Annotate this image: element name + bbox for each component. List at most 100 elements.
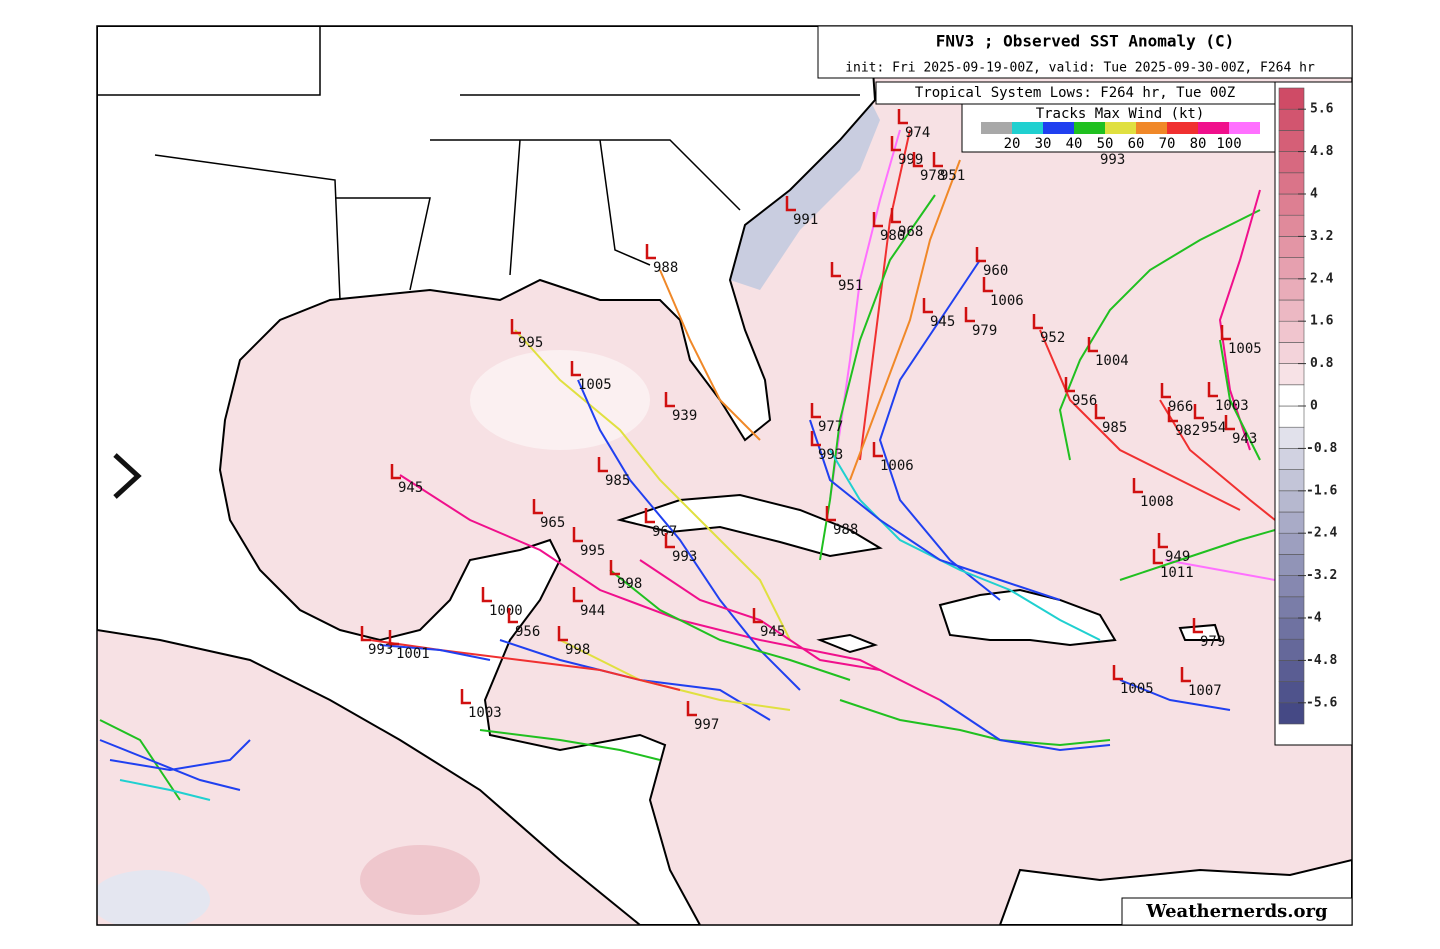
- pressure-label: 974: [905, 125, 930, 141]
- anomaly-patch: [97, 870, 210, 925]
- low-marker: [1112, 665, 1123, 681]
- track: [1218, 189, 1261, 451]
- pressure-label: 982: [1175, 423, 1200, 439]
- low-marker: [890, 136, 901, 152]
- track: [639, 559, 881, 671]
- pressure-label: 1003: [468, 705, 502, 721]
- low-marker: [810, 431, 821, 447]
- colorbar-cell: [1278, 554, 1305, 576]
- track: [819, 194, 936, 561]
- wind-label: 100: [1216, 136, 1241, 152]
- pressure-label: 954: [1201, 420, 1226, 436]
- track: [609, 569, 851, 681]
- low-marker: [1132, 478, 1143, 494]
- mainland: [97, 26, 877, 925]
- hispaniola: [938, 588, 1117, 647]
- track: [839, 699, 1111, 747]
- pressure-label: 949: [1165, 549, 1190, 565]
- track: [99, 719, 181, 801]
- low-marker: [360, 626, 371, 642]
- previous-button[interactable]: [113, 453, 142, 499]
- wind-label: 60: [1128, 136, 1145, 152]
- wind-label: 30: [1035, 136, 1052, 152]
- track: [829, 129, 901, 501]
- colorbar-cell: [1278, 617, 1305, 640]
- low-marker: [785, 196, 796, 212]
- cuba: [616, 493, 883, 558]
- colorbar-tick-label: 3.2: [1310, 229, 1333, 244]
- track: [109, 739, 251, 772]
- colorbar-tick-label: -1.6: [1306, 483, 1337, 498]
- wind-color: [1043, 122, 1074, 134]
- colorbar-cell: [1278, 363, 1305, 386]
- colorbar-cell: [1278, 575, 1305, 598]
- wind-legend-title: Tracks Max Wind (kt): [1036, 106, 1205, 122]
- pressure-label: 939: [672, 408, 697, 424]
- pressure-label: 988: [833, 522, 858, 538]
- pressure-label: 993: [672, 549, 697, 565]
- lows-title: Tropical System Lows: F264 hr, Tue 00Z: [915, 85, 1235, 101]
- pressure-label: 967: [652, 524, 677, 540]
- colorbar-tick-label: 1.6: [1310, 314, 1334, 329]
- pressure-label: 956: [515, 624, 540, 640]
- pressure-label: 991: [793, 212, 818, 228]
- title-box: [817, 25, 1353, 79]
- colorbar-cell: [1278, 193, 1305, 216]
- wind-label: 40: [1066, 136, 1083, 152]
- pressure-label: 951: [940, 168, 965, 184]
- colorbar-cell: [1278, 257, 1305, 280]
- colorbar-cell: [1278, 426, 1305, 449]
- low-marker: [1192, 618, 1203, 634]
- colorbar-cell: [1278, 511, 1305, 534]
- track: [1039, 329, 1241, 511]
- low-marker: [825, 506, 836, 522]
- low-marker: [975, 247, 986, 263]
- subtitle: init: Fri 2025-09-19-00Z, valid: Tue 202…: [845, 61, 1315, 76]
- low-marker: [460, 689, 471, 705]
- low-marker: [897, 109, 908, 125]
- colorbar-cell: [1278, 384, 1305, 407]
- colorbar-cell: [1278, 108, 1305, 131]
- colorbar-cell: [1278, 638, 1305, 661]
- low-marker: [388, 630, 399, 646]
- colorbar-cell: [1278, 214, 1305, 237]
- low-marker: [1160, 383, 1171, 399]
- colorbar-tick-label: -2.4: [1306, 526, 1337, 541]
- low-marker: [572, 527, 583, 543]
- tracks: [99, 129, 1276, 801]
- low-marker: [912, 152, 923, 168]
- pressure-label: 980: [880, 228, 905, 244]
- colorbar-cell: [1278, 490, 1305, 513]
- pressure-label: 977: [818, 419, 843, 435]
- low-marker: [532, 499, 543, 515]
- watermark: Weathernerds.org: [1145, 901, 1328, 922]
- colorbar-tick-label: -5.6: [1306, 695, 1337, 710]
- colorbar-cell: [1278, 278, 1305, 301]
- low-marker: [1094, 404, 1105, 420]
- track: [514, 329, 791, 641]
- wind-label: 20: [1004, 136, 1021, 152]
- low-marker: [597, 457, 608, 473]
- low-marker: [390, 464, 401, 480]
- low-marker: [664, 392, 675, 408]
- low-marker: [932, 152, 943, 168]
- low-marker: [872, 212, 883, 228]
- track: [1119, 679, 1231, 711]
- pressure-label: 960: [983, 263, 1008, 279]
- anomaly-patch: [360, 845, 480, 915]
- track: [379, 644, 491, 661]
- low-marker: [1032, 314, 1043, 330]
- pressure-label: 993: [368, 642, 393, 658]
- pressure-label: 1006: [990, 293, 1024, 309]
- pressure-label: 1000: [489, 603, 523, 619]
- cool-anomaly: [730, 100, 880, 290]
- wind-color: [981, 122, 1012, 134]
- pressure-label: 985: [605, 473, 630, 489]
- pressure-label: 965: [540, 515, 565, 531]
- pressure-label: 993: [1100, 152, 1125, 168]
- colorbar-cell: [1278, 681, 1305, 704]
- wind-legend-scale: 20 30 40 50 60 70 80 100: [981, 122, 1260, 152]
- colorbar-tick-label: 5.6: [1310, 102, 1334, 117]
- pressure-label: 945: [760, 624, 785, 640]
- low-marker: [1207, 382, 1218, 398]
